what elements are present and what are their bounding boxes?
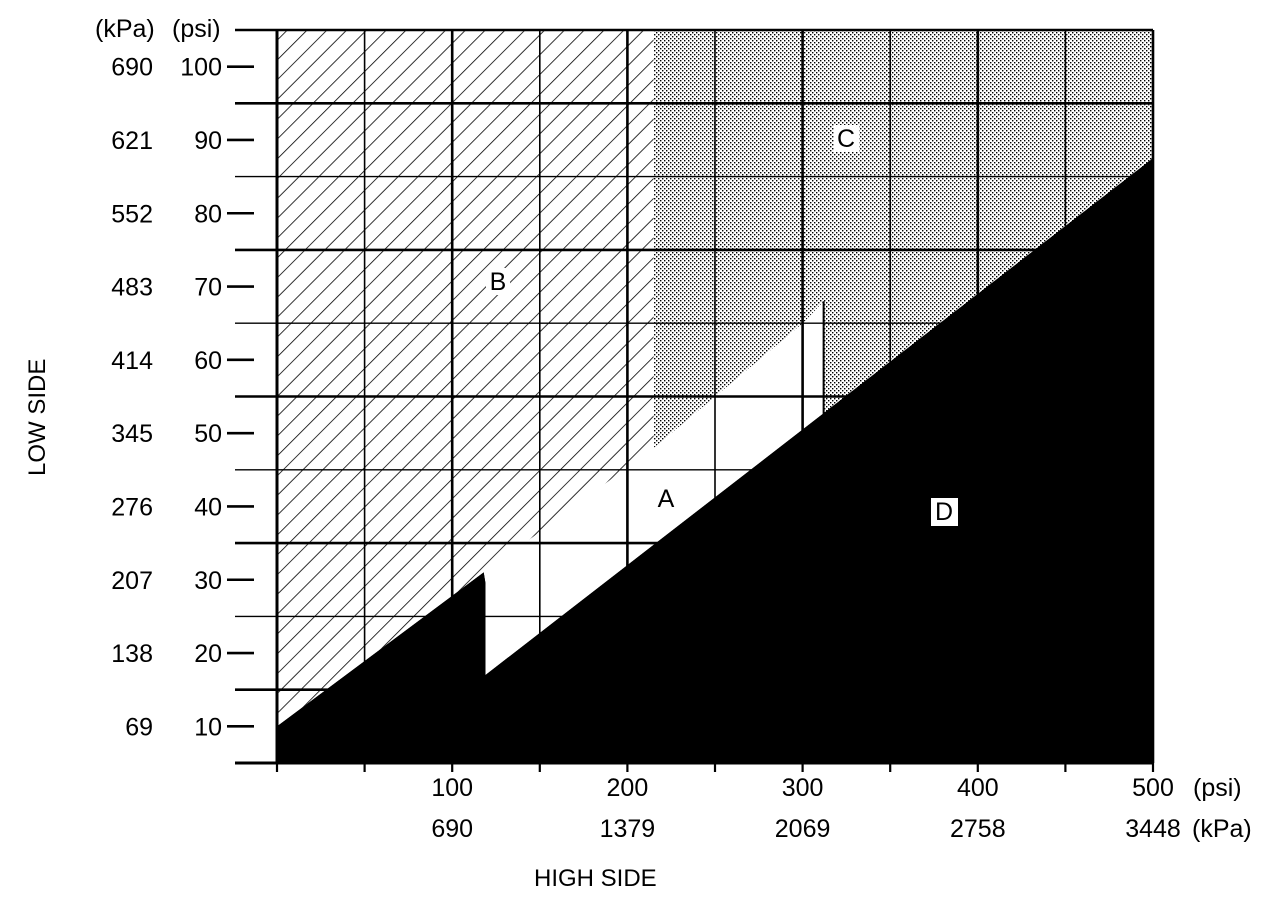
region-label-d: D: [931, 498, 958, 526]
y-tick-label-psi: 90: [194, 127, 222, 155]
x-tick-label-psi: 100: [431, 774, 473, 802]
y-tick-label-psi: 20: [194, 640, 222, 668]
y-tick-label-kpa: 621: [111, 127, 153, 155]
y-unit-psi-label: (psi): [172, 15, 221, 43]
x-tick-label-kpa: 1379: [600, 815, 656, 843]
y-tick-label-psi: 100: [180, 54, 222, 82]
y-tick-label-psi: 60: [194, 347, 222, 375]
y-unit-kpa-label: (kPa): [95, 15, 155, 43]
y-tick-label-psi: 80: [194, 200, 222, 228]
y-tick-label-kpa: 276: [111, 493, 153, 521]
tick-labels: 100 690 90 621 80 552 70 483 60 414 50 345 40 276 30 20…: [111, 54, 1181, 843]
y-tick-label-psi: 70: [194, 274, 222, 302]
region-a-area: [483, 301, 824, 675]
x-tick-label-psi: 200: [607, 774, 649, 802]
x-tick-label-kpa: 3448: [1125, 815, 1181, 843]
region-b-label: B: [490, 268, 507, 296]
axes: [227, 29, 1155, 772]
x-tick-label-psi: 400: [957, 774, 999, 802]
y-tick-label-kpa: 138: [111, 640, 153, 668]
x-unit-psi-label: (psi): [1193, 774, 1242, 802]
region-d-label: D: [935, 498, 953, 526]
x-tick-label-psi: 300: [782, 774, 824, 802]
x-unit-kpa-label: (kPa): [1192, 815, 1252, 843]
y-tick-label-psi: 50: [194, 420, 222, 448]
y-tick-label-psi: 10: [194, 713, 222, 741]
y-tick-label-kpa: 345: [111, 420, 153, 448]
region-label-a: A: [658, 485, 675, 513]
region-c-area: [653, 30, 1153, 448]
region-d-overlay: [277, 158, 1153, 764]
y-tick-label-kpa: 690: [111, 54, 153, 82]
x-tick-label-kpa: 2069: [775, 815, 831, 843]
region-b-area: [277, 30, 654, 727]
x-tick-label-psi: 500: [1132, 774, 1174, 802]
y-tick-label-kpa: 552: [111, 200, 153, 228]
y-tick-label-kpa: 207: [111, 567, 153, 595]
x-tick-label-kpa: 690: [431, 815, 473, 843]
y-tick-label-kpa: 69: [125, 713, 153, 741]
y-tick-label-kpa: 414: [111, 347, 153, 375]
region-a-label: A: [658, 485, 675, 513]
x-tick-label-kpa: 2758: [950, 815, 1006, 843]
y-tick-label-psi: 30: [194, 567, 222, 595]
y-axis-title: LOW SIDE: [24, 359, 51, 476]
region-label-c: C: [834, 125, 859, 153]
x-axis-title: HIGH SIDE: [534, 865, 657, 892]
y-tick-label-psi: 40: [194, 493, 222, 521]
y-tick-label-kpa: 483: [111, 274, 153, 302]
region-label-b: B: [486, 268, 510, 296]
region-c-label: C: [837, 125, 855, 153]
